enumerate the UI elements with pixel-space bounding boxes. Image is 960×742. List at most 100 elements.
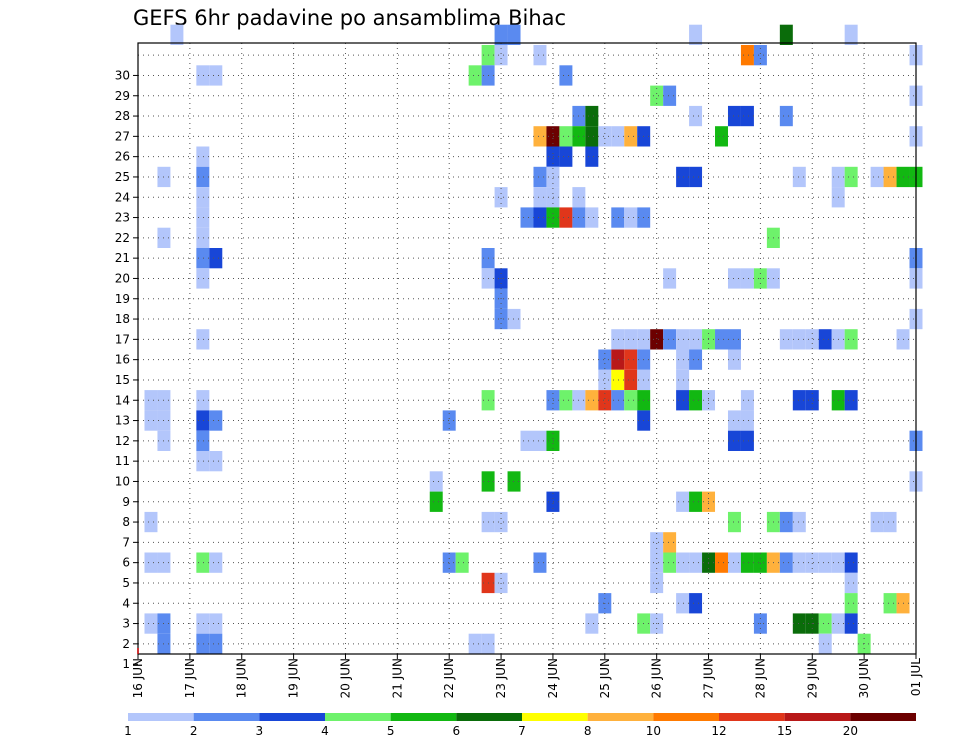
heatmap-cell [844, 329, 858, 350]
heatmap-cell [779, 329, 793, 350]
heatmap-cell [209, 248, 223, 269]
heatmap-cell [740, 268, 754, 289]
heatmap-cell [792, 613, 806, 634]
heatmap-cell [792, 390, 806, 411]
heatmap-cell [818, 613, 832, 634]
heatmap-cell [663, 85, 677, 106]
y-tick-label: 25 [115, 170, 130, 184]
heatmap-cell [455, 552, 469, 573]
colorbar-swatch [784, 713, 851, 721]
heatmap-cell [144, 613, 158, 634]
heatmap-cell [559, 390, 573, 411]
x-tick-label: 16 JUN [131, 658, 145, 698]
heatmap-cell [779, 24, 793, 45]
heatmap-cell [753, 552, 767, 573]
heatmap-cell [650, 572, 664, 594]
y-tick-label: 19 [115, 292, 130, 306]
heatmap-cell [196, 146, 210, 167]
heatmap-cell [196, 329, 210, 350]
heatmap-cell [546, 430, 560, 451]
y-tick-label: 9 [122, 495, 130, 509]
heatmap-cell [196, 410, 210, 431]
x-tick-label: 22 JUN [442, 658, 456, 698]
heatmap-cell [196, 227, 210, 248]
chart-title: GEFS 6hr padavine po ansamblima Bihac [133, 6, 566, 30]
heatmap-cell [429, 471, 443, 492]
colorbar-swatch [456, 713, 522, 721]
heatmap-cell [689, 24, 703, 45]
heatmap-cell [792, 166, 806, 188]
heatmap-cell [792, 552, 806, 573]
heatmap-cell [650, 85, 664, 106]
heatmap-cell [883, 593, 897, 614]
heatmap-cell [598, 126, 612, 147]
x-tick-label: 20 JUN [338, 658, 352, 698]
x-tick-label: 01 JUL [909, 658, 923, 696]
heatmap-cell [598, 390, 612, 411]
heatmap-cell [676, 166, 690, 188]
heatmap-cell [533, 552, 547, 573]
heatmap-cell [546, 126, 560, 147]
colorbar-label: 8 [584, 724, 592, 738]
heatmap-cell [650, 329, 664, 350]
y-tick-label: 22 [115, 231, 130, 245]
heatmap-cell [209, 451, 223, 472]
heatmap-cell [844, 166, 858, 188]
heatmap-cell [676, 552, 690, 573]
heatmap-cell [624, 369, 638, 391]
heatmap-cell [196, 552, 210, 573]
heatmap-cell [546, 390, 560, 411]
heatmap-cell [442, 410, 456, 431]
y-tick-label: 13 [115, 414, 130, 428]
heatmap-cell [844, 593, 858, 614]
heatmap-cell [209, 65, 223, 86]
heatmap-cell [727, 552, 741, 573]
heatmap-cell [676, 349, 690, 370]
heatmap-cell [792, 329, 806, 350]
x-tick-label: 25 JUN [598, 658, 612, 698]
heatmap-cell [715, 126, 728, 147]
heatmap-cell [663, 329, 677, 350]
colorbar-swatch [128, 713, 194, 721]
heatmap-cell [546, 166, 560, 188]
x-tick-label: 23 JUN [494, 658, 508, 698]
y-tick-label: 2 [122, 637, 130, 651]
y-tick-label: 30 [115, 68, 130, 82]
y-tick-label: 18 [115, 312, 130, 326]
heatmap-cell [805, 329, 819, 350]
heatmap-cell [715, 552, 728, 573]
heatmap-cell [598, 349, 612, 370]
heatmap-cell [585, 390, 599, 411]
y-tick-label: 15 [115, 373, 130, 387]
heatmap-cell [533, 430, 547, 451]
heatmap-cell [883, 166, 897, 188]
heatmap-cell [494, 308, 508, 330]
heatmap-cell [533, 207, 547, 228]
heatmap-cell [611, 329, 625, 350]
x-tick-label: 19 JUN [287, 658, 301, 698]
heatmap-cell [494, 572, 508, 594]
heatmap-cell [753, 45, 767, 66]
y-tick-label: 27 [115, 129, 130, 143]
x-axis-ticks: 16 JUN 17 JUN 18 JUN 19 JUN 20 JUN 21 JUN 22 J… [131, 648, 923, 698]
heatmap-cell [689, 390, 703, 411]
y-tick-label: 5 [122, 576, 130, 590]
colorbar-swatch [719, 713, 785, 721]
heatmap-cell [740, 390, 754, 411]
heatmap-cell [507, 24, 521, 45]
y-tick-label: 11 [115, 454, 130, 468]
heatmap-cell [624, 126, 638, 147]
y-tick-label: 21 [115, 251, 130, 265]
y-tick-label: 10 [115, 474, 130, 488]
heatmap-cell [624, 349, 638, 370]
heatmap-cell [611, 349, 625, 370]
heatmap-cell [559, 207, 573, 228]
heatmap-cell [533, 187, 547, 208]
heatmap-cell [546, 491, 560, 512]
y-tick-label: 6 [122, 556, 130, 570]
heatmap-cell [144, 390, 158, 411]
heatmap-cell [676, 390, 690, 411]
heatmap-cell [533, 166, 547, 188]
heatmap-cell [663, 532, 677, 553]
